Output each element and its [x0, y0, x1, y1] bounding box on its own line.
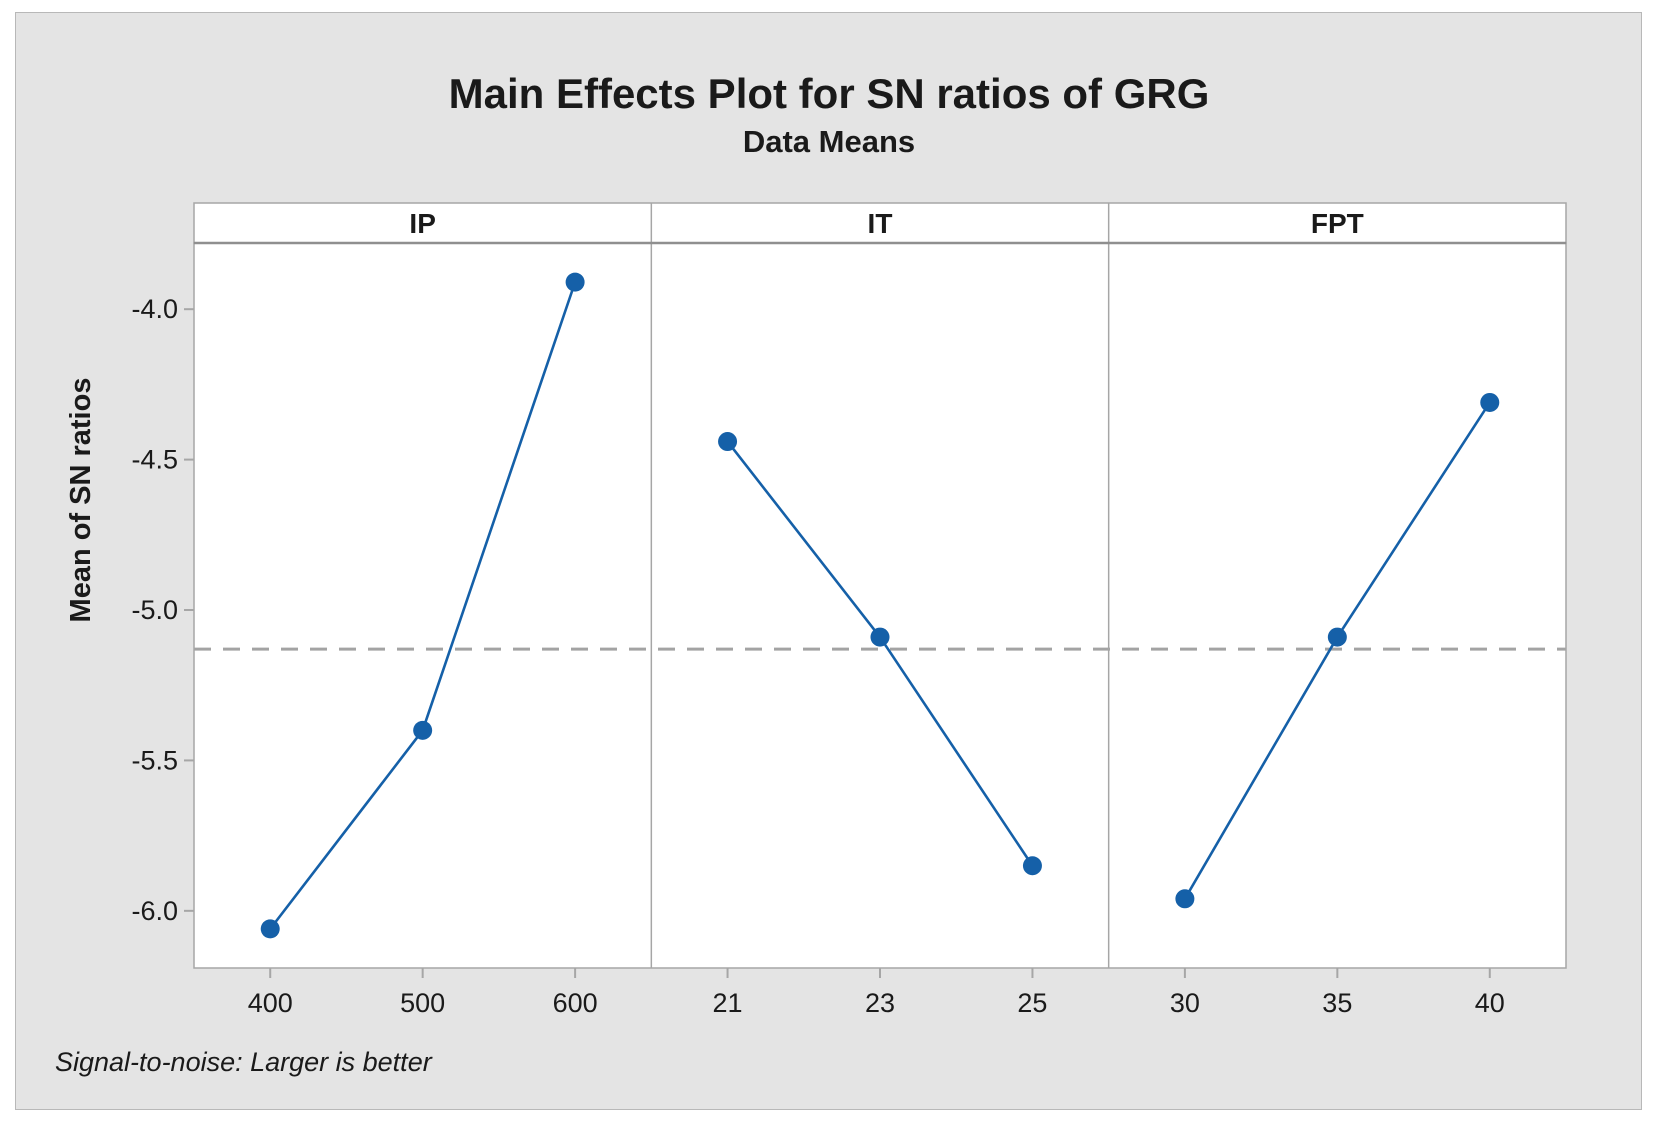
y-tick-label: -4.5: [131, 445, 178, 475]
y-axis-title: Mean of SN ratios: [65, 377, 97, 623]
panel-label: IT: [868, 208, 893, 239]
y-tick-label: -5.0: [131, 595, 178, 625]
data-point: [1327, 627, 1347, 647]
x-tick-label: 40: [1475, 988, 1505, 1018]
data-point: [260, 919, 280, 939]
y-tick-label: -5.5: [131, 745, 178, 775]
x-tick-label: 35: [1322, 988, 1352, 1018]
x-tick-label: 600: [553, 988, 598, 1018]
x-tick-label: 400: [248, 988, 293, 1018]
x-tick-label: 30: [1170, 988, 1200, 1018]
data-point: [1480, 392, 1500, 412]
footnote: Signal-to-noise: Larger is better: [55, 1047, 432, 1077]
panel-header-band: [193, 202, 1567, 244]
x-tick-label: 21: [713, 988, 743, 1018]
data-point: [565, 272, 585, 292]
data-point: [718, 432, 738, 452]
x-tick-label: 25: [1017, 988, 1047, 1018]
data-point: [870, 627, 890, 647]
data-point: [1022, 856, 1042, 876]
y-tick-label: -6.0: [131, 896, 178, 926]
chart-subtitle: Data Means: [742, 124, 916, 159]
y-tick-label: -4.0: [131, 294, 178, 324]
x-tick-label: 500: [400, 988, 445, 1018]
chart-title: Main Effects Plot for SN ratios of GRG: [448, 70, 1210, 117]
data-point: [1175, 889, 1195, 909]
plot-area: [194, 243, 1566, 968]
x-tick-label: 23: [865, 988, 895, 1018]
panel-label: FPT: [1311, 208, 1364, 239]
data-point: [413, 720, 433, 740]
panel-label: IP: [409, 208, 435, 239]
